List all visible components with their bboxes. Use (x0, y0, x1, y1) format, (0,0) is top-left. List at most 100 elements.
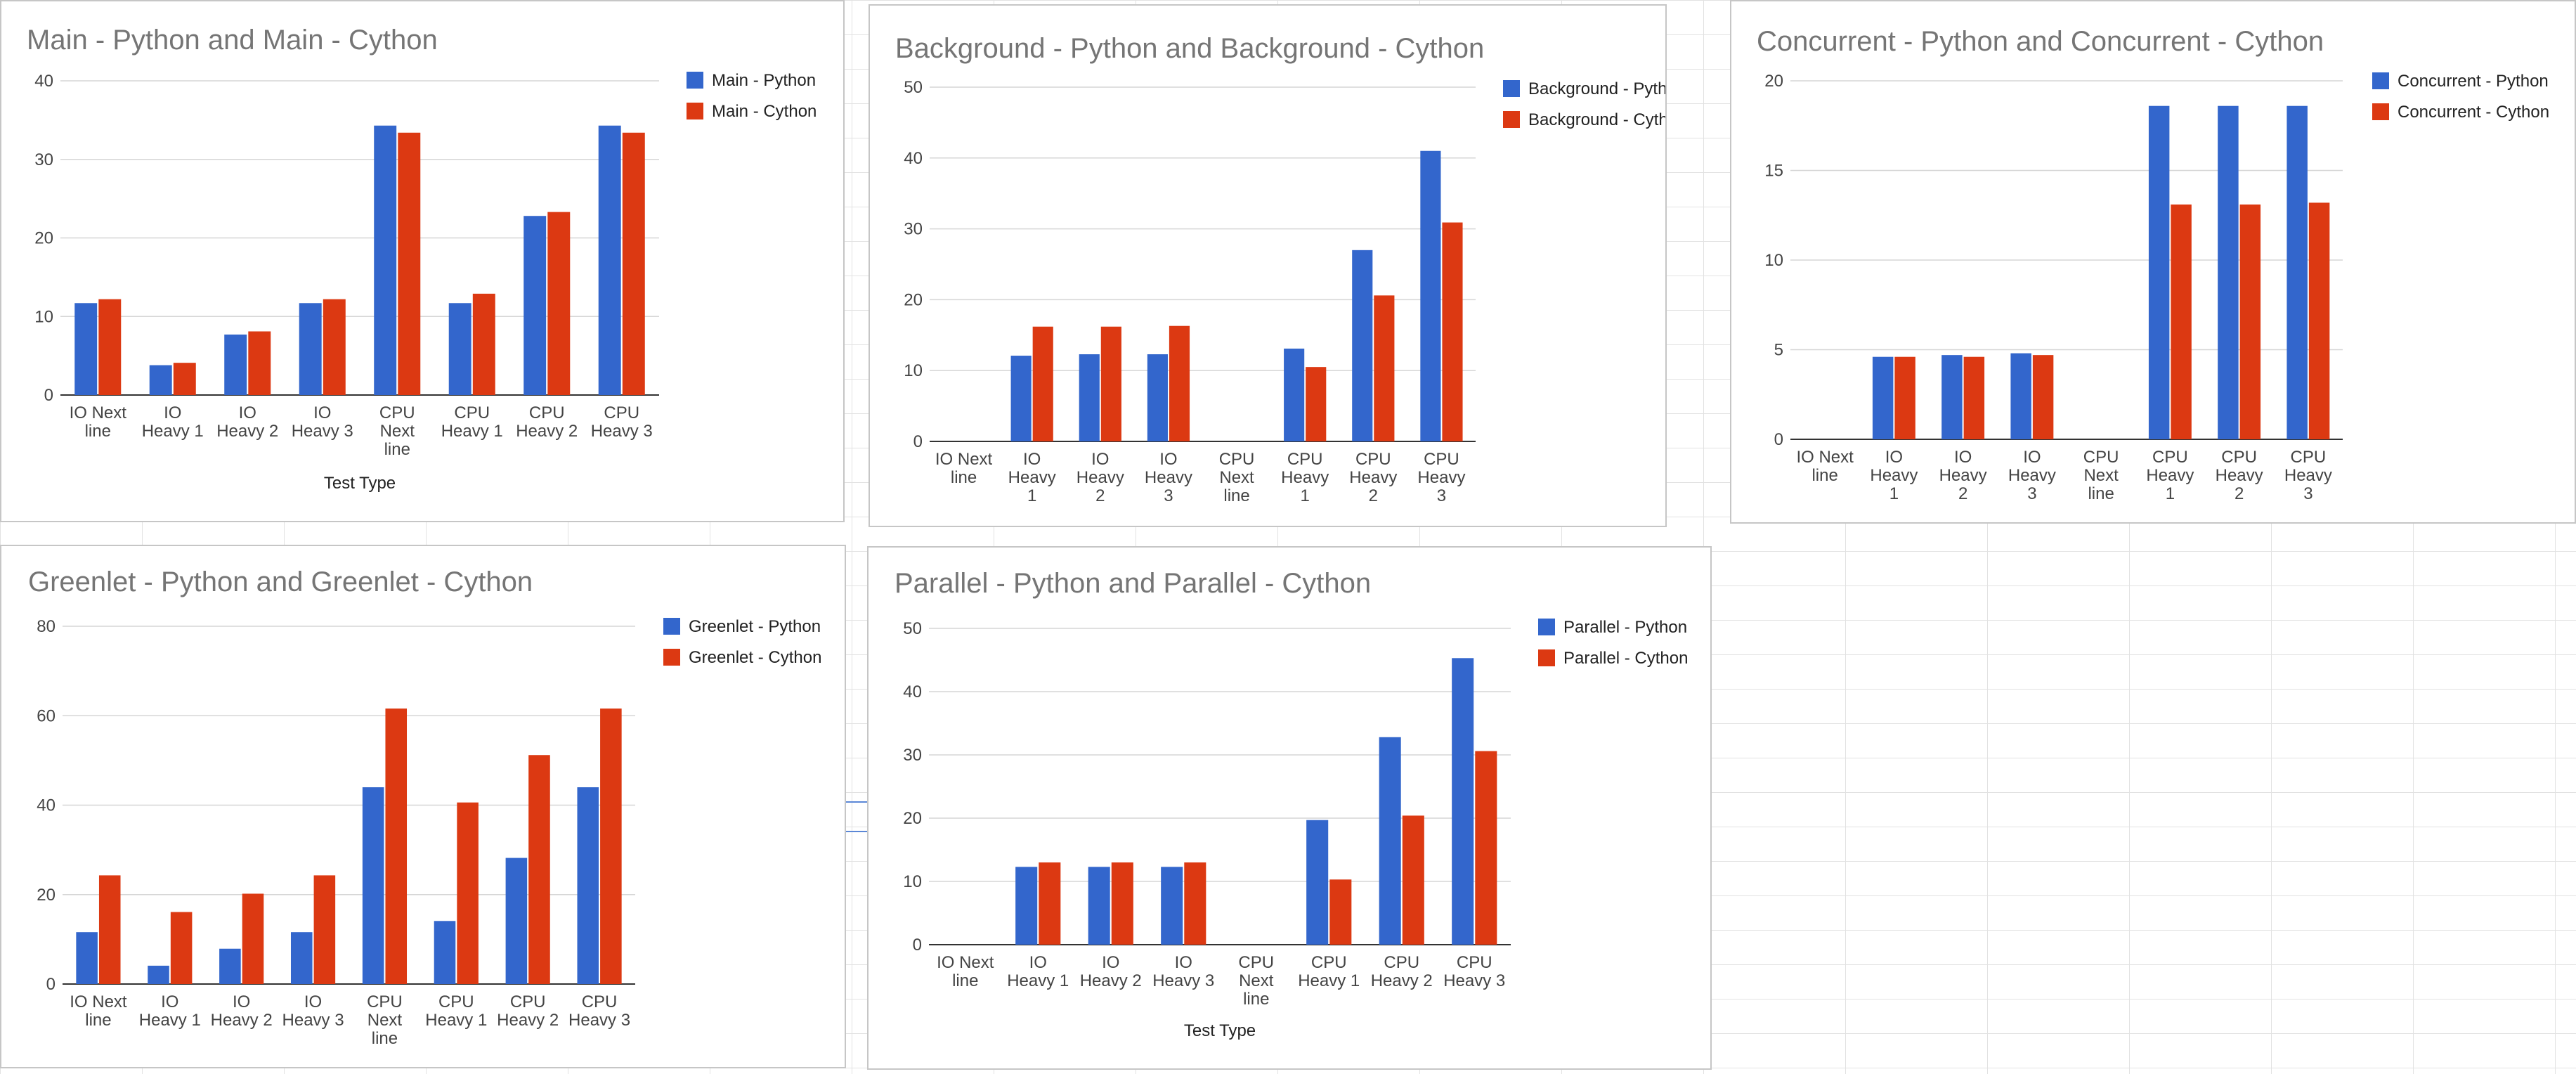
y-tick-label: 50 (903, 619, 922, 638)
x-tick-label: IO Heavy 1 (142, 403, 204, 441)
stray-line-1 (846, 801, 867, 803)
y-tick-label: 10 (34, 307, 53, 326)
y-tick-label: 0 (913, 432, 923, 451)
x-tick-label: IO Next line (935, 450, 993, 487)
chart-parallel-svg: Parallel - Python and Parallel - Cython 0… (895, 568, 1688, 1040)
legend-entry: Main - Python (712, 71, 816, 90)
bar-python (1079, 354, 1100, 441)
x-tick-label: CPU Heavy 3 (568, 992, 630, 1030)
chart-title: Concurrent - Python and Concurrent - Cyt… (1757, 26, 2324, 57)
x-tick-label: IO Heavy 1 (1007, 953, 1069, 990)
chart-concurrent[interactable]: Concurrent - Python and Concurrent - Cyt… (1730, 0, 2576, 524)
legend-swatch (2372, 103, 2389, 120)
bar-python (1161, 867, 1183, 945)
x-tick-label: CPU Heavy 1 (2146, 448, 2194, 503)
bar-cython (173, 363, 196, 395)
chart-greenlet[interactable]: Greenlet - Python and Greenlet - Cython 0… (0, 545, 846, 1068)
y-tick-label: 40 (903, 682, 922, 701)
bar-python (299, 303, 322, 395)
x-tick-label: IO Next line (70, 992, 127, 1030)
x-tick-label: CPU Heavy 2 (516, 403, 578, 441)
bar-cython (2032, 355, 2054, 439)
x-tick-label: CPU Heavy 3 (591, 403, 653, 441)
x-tick-label: IO Next line (70, 403, 127, 441)
bar-cython (1169, 325, 1190, 441)
legend-entry: Parallel - Cython (1563, 649, 1688, 668)
y-tick-label: 20 (904, 290, 923, 309)
legend-swatch (687, 103, 703, 119)
bar-cython (1111, 862, 1133, 945)
bar-cython (1184, 862, 1206, 945)
x-tick-label: CPU Heavy 3 (1417, 450, 1465, 505)
x-tick-label: CPU Heavy 2 (497, 992, 559, 1030)
y-tick-label: 0 (1774, 430, 1783, 449)
x-tick-label: IO Next line (937, 953, 994, 990)
bar-python (1015, 867, 1038, 945)
x-tick-label: CPU Heavy 2 (1371, 953, 1433, 990)
x-tick-label: CPU Next line (2083, 448, 2119, 503)
x-tick-label: IO Heavy 2 (1939, 448, 1987, 503)
bar-python (523, 216, 547, 395)
bar-python (1088, 867, 1110, 945)
x-tick-label: IO Heavy 3 (2008, 448, 2056, 503)
y-tick-label: 60 (37, 706, 56, 725)
chart-main[interactable]: Main - Python and Main - Cython 0 10 20 30 40… (0, 0, 845, 522)
y-tick-label: 30 (34, 150, 53, 169)
bar-cython (528, 755, 550, 984)
bar-cython (98, 875, 121, 984)
x-tick-label: IO Heavy 2 (1080, 953, 1142, 990)
legend-swatch (687, 72, 703, 89)
x-tick-label: IO Heavy 2 (216, 403, 278, 441)
bar-cython (313, 875, 336, 984)
legend-entry: Main - Cython (712, 102, 817, 121)
bar-cython (1374, 295, 1395, 441)
bar-cython (323, 299, 346, 395)
bar-python (2010, 353, 2031, 439)
bar-cython (1402, 815, 1424, 945)
legend-swatch (1503, 111, 1520, 128)
bar-python (149, 365, 172, 395)
bar-cython (98, 299, 122, 395)
bar-python (1284, 348, 1305, 441)
bar-python (1379, 737, 1401, 945)
y-tick-label: 0 (46, 975, 56, 994)
y-tick-label: 10 (904, 361, 923, 380)
y-tick-label: 20 (903, 809, 922, 828)
chart-title: Greenlet - Python and Greenlet - Cython (28, 567, 533, 597)
y-tick-label: 20 (37, 886, 56, 905)
bar-cython (457, 802, 479, 984)
chart-background[interactable]: Background - Python and Background - Cyt… (869, 4, 1667, 527)
bar-python (148, 965, 169, 984)
bar-python (219, 948, 241, 984)
x-tick-label: CPU Heavy 3 (1443, 953, 1505, 990)
chart-parallel[interactable]: Parallel - Python and Parallel - Cython 0… (867, 546, 1712, 1070)
legend-entry: Greenlet - Cython (689, 648, 821, 667)
bar-cython (622, 132, 645, 395)
x-tick-label: CPU Next line (1219, 450, 1255, 505)
bar-cython (1894, 356, 1915, 439)
bar-python (224, 334, 247, 395)
y-tick-label: 30 (904, 220, 923, 239)
bar-cython (1032, 326, 1053, 441)
bar-python (2218, 105, 2239, 439)
x-axis-title: Test Type (1184, 1021, 1256, 1040)
bar-python (598, 125, 621, 395)
bar-cython (248, 331, 271, 395)
bar-cython (472, 293, 495, 395)
x-tick-label: IO Next line (1796, 448, 1854, 485)
bar-cython (600, 709, 622, 984)
bar-cython (170, 912, 193, 984)
bar-cython (547, 212, 571, 395)
y-tick-label: 0 (913, 936, 922, 955)
y-tick-label: 20 (34, 229, 53, 248)
legend-entry: Parallel - Python (1563, 618, 1687, 637)
bar-python (1147, 354, 1168, 441)
bar-cython (2239, 204, 2261, 439)
bar-python (505, 858, 528, 984)
y-tick-label: 10 (1764, 251, 1783, 270)
bar-python (1352, 250, 1373, 441)
x-tick-label: IO Heavy 3 (282, 992, 344, 1030)
x-tick-label: CPU Heavy 2 (1349, 450, 1397, 505)
x-axis-title: Test Type (324, 474, 396, 493)
y-tick-label: 0 (44, 386, 53, 405)
